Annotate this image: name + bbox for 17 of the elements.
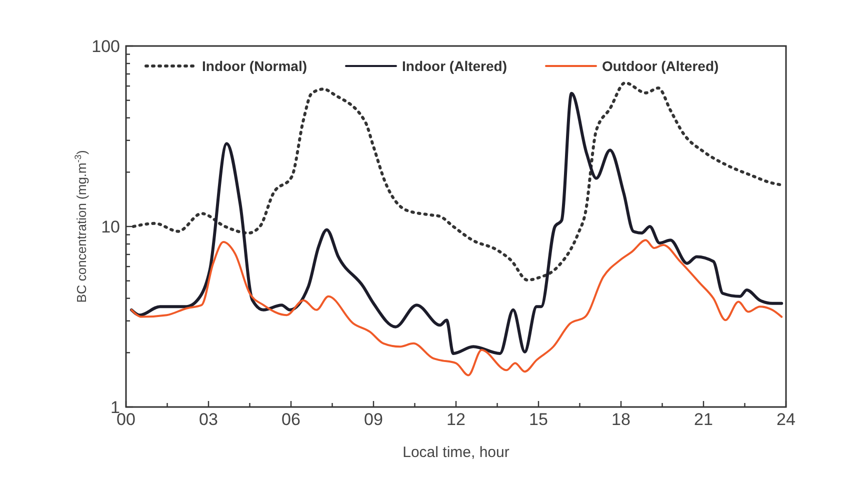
x-tick-label: 09 [364,410,383,429]
x-axis-title: Local time, hour [402,444,510,461]
x-tick-label: 24 [776,410,796,429]
x-tick-label: 21 [694,410,713,429]
legend-label: Indoor (Normal) [202,58,307,74]
x-tick-label: 15 [529,410,548,429]
line-series [130,92,784,355]
y-tick-label: 100 [92,37,120,56]
legend-label: Outdoor (Altered) [602,58,719,74]
x-tick-label: 12 [446,410,466,429]
x-tick-label: 18 [612,410,630,429]
x-tick-label: 06 [282,410,300,429]
x-tick-label: 00 [116,410,136,429]
line-series [130,239,783,376]
x-tick-label: 03 [199,410,218,429]
y-tick-label: 10 [101,218,120,236]
legend-label: Indoor (Altered) [402,58,507,74]
